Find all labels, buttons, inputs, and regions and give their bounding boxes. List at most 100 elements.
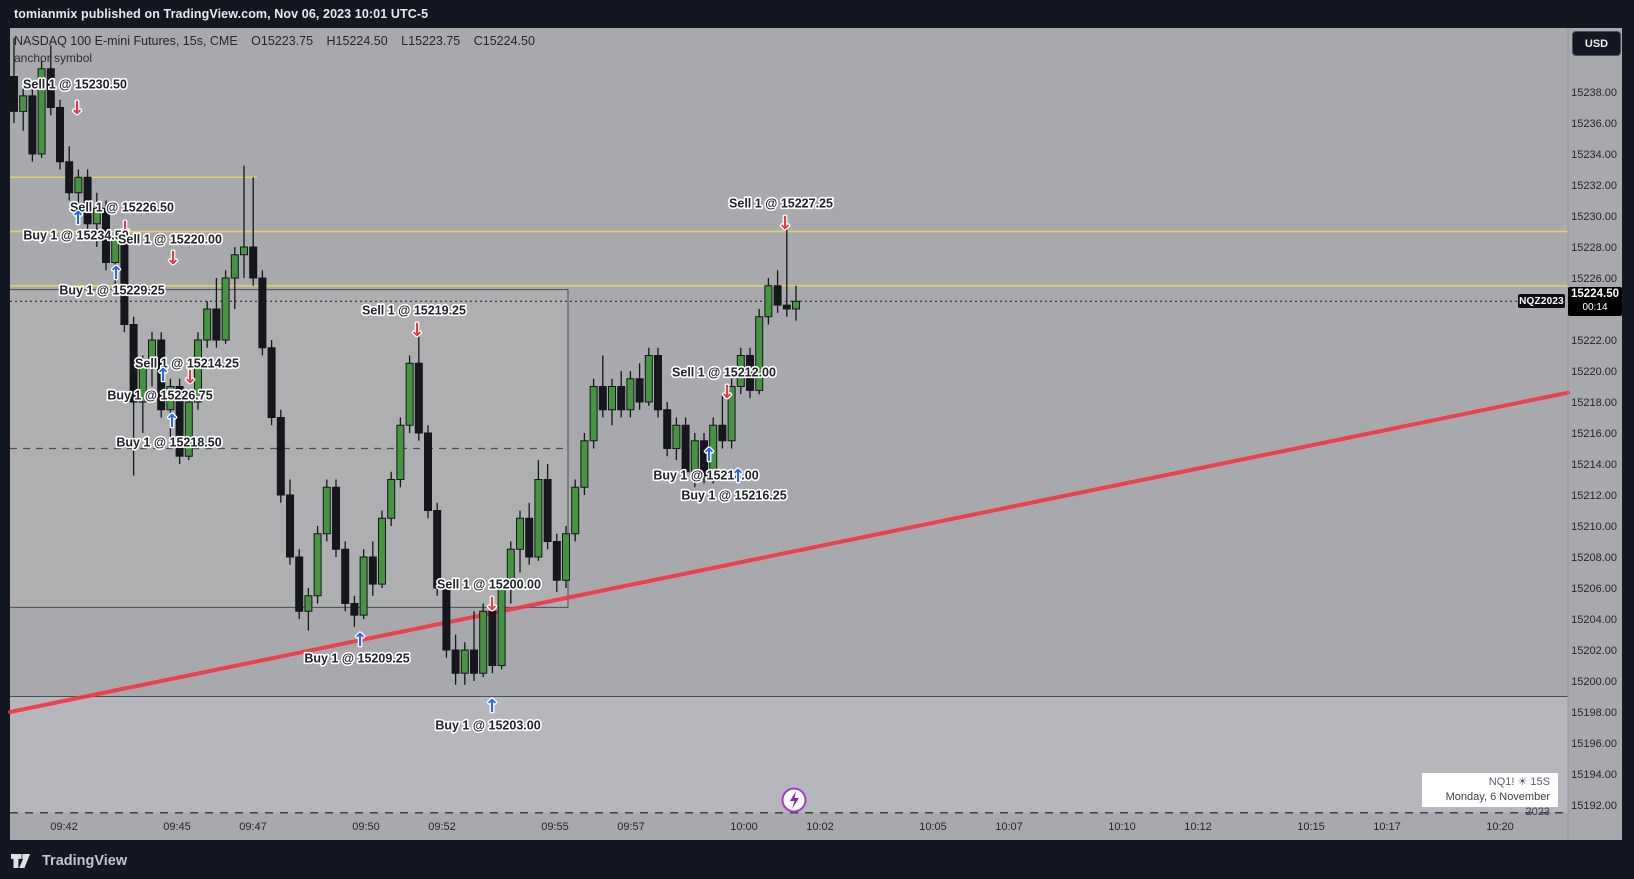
sell-marker[interactable]: ↓ Sell 1 @ 15212.00 bbox=[670, 364, 777, 404]
candle-body bbox=[608, 386, 616, 411]
candle bbox=[286, 479, 294, 565]
candle-body bbox=[203, 308, 212, 341]
candle-body bbox=[28, 95, 37, 155]
candle-body bbox=[414, 362, 423, 434]
sell-marker[interactable]: ↓ Sell 1 @ 15230.50 bbox=[21, 76, 128, 120]
candle-body bbox=[792, 300, 800, 310]
indicator-label[interactable]: anchor symbol bbox=[14, 51, 93, 65]
price-scale[interactable]: 15238.00 15236.00 15234.00 15232.00 15230.00… bbox=[1571, 87, 1617, 812]
candle bbox=[451, 634, 460, 685]
sell-arrow-icon: ↓ bbox=[69, 98, 84, 119]
candle bbox=[562, 526, 570, 588]
sell-marker[interactable]: ↓Sell 1 @ 15220.00 bbox=[116, 231, 223, 270]
candle bbox=[709, 417, 718, 484]
buy-marker[interactable]: ↑Buy 1 @ 15234.50 bbox=[22, 207, 131, 244]
time-scale[interactable]: 09:42 09:45 09:47 09:50 09:52 09:55 09:57 10:00… bbox=[50, 821, 1514, 833]
candle bbox=[654, 347, 662, 418]
candle-body bbox=[221, 277, 230, 341]
buy-marker[interactable]: ↑Buy 1 @ 15218.00 bbox=[652, 444, 761, 484]
candle-body bbox=[212, 308, 221, 341]
sell-marker[interactable]: ↓ Sell 1 @ 15227.25 bbox=[727, 195, 834, 235]
price-tick-label: 15208.00 bbox=[1571, 552, 1617, 564]
buy-marker[interactable]: ↑ Buy 1 @ 15216.25 bbox=[680, 465, 789, 504]
chart-legend[interactable]: NASDAQ 100 E-mini Futures, 15s, CME O152… bbox=[14, 33, 545, 67]
price-tick-label: 15210.00 bbox=[1571, 521, 1617, 533]
sell-marker[interactable]: ↓ Sell 1 @ 15219.25 bbox=[360, 302, 467, 342]
candle-body bbox=[562, 533, 570, 581]
candle-body bbox=[276, 417, 285, 496]
candle bbox=[497, 580, 506, 670]
range-box[interactable] bbox=[10, 289, 569, 608]
candle bbox=[782, 227, 791, 317]
candle-body bbox=[736, 355, 745, 387]
price-tick-label: 15236.00 bbox=[1571, 118, 1617, 130]
candle bbox=[580, 433, 589, 495]
candle bbox=[589, 378, 598, 449]
time-tick-label: 10:12 bbox=[1184, 821, 1212, 833]
currency-toggle-button[interactable]: USD bbox=[1572, 31, 1621, 56]
candle bbox=[102, 200, 110, 271]
buy-marker[interactable]: ↑Buy 1 @ 15209.25 bbox=[303, 629, 412, 667]
symbol-price-tag[interactable]: NQZ2023 bbox=[1518, 294, 1565, 308]
buy-marker[interactable]: ↑ Buy 1 @ 15203.00 bbox=[434, 695, 543, 734]
trade-marker-label: Sell 1 @ 15227.25 bbox=[729, 197, 833, 211]
trade-marker-label: Buy 1 @ 15218.50 bbox=[116, 436, 221, 450]
price-tick-label: 15212.00 bbox=[1571, 490, 1617, 502]
candle-body bbox=[543, 479, 552, 542]
candle-body bbox=[690, 440, 699, 473]
candle bbox=[543, 464, 552, 550]
time-tick-label: 10:15 bbox=[1297, 821, 1325, 833]
candle bbox=[433, 502, 442, 596]
candle bbox=[267, 340, 276, 426]
candle bbox=[552, 533, 561, 592]
trade-marker-label: Buy 1 @ 15234.50 bbox=[23, 229, 128, 243]
candle-body bbox=[433, 510, 442, 589]
candle-body bbox=[654, 355, 662, 411]
candle-body bbox=[488, 610, 497, 666]
candle-body bbox=[746, 355, 754, 391]
tooltip-symbol-interval: NQ1! ☀ 15S bbox=[1488, 776, 1550, 788]
candle-body bbox=[350, 603, 359, 616]
candle-body bbox=[267, 347, 276, 418]
flash-icon[interactable] bbox=[781, 787, 807, 813]
candle-body bbox=[120, 238, 129, 325]
candle bbox=[368, 541, 377, 596]
candle bbox=[506, 541, 515, 604]
candle-body bbox=[516, 517, 524, 550]
candle-body bbox=[470, 649, 478, 674]
candle-body bbox=[19, 95, 28, 112]
candle bbox=[74, 169, 83, 224]
buy-arrow-icon: ↑ bbox=[164, 411, 179, 432]
symbol-title[interactable]: NASDAQ 100 E-mini Futures, 15s, CME bbox=[14, 34, 238, 48]
candle-body bbox=[396, 424, 405, 480]
time-tick-label: 09:42 bbox=[50, 821, 78, 833]
buy-marker[interactable]: ↑ Buy 1 @ 15218.50 bbox=[115, 410, 224, 451]
candle-body bbox=[709, 424, 718, 477]
trend-line[interactable] bbox=[8, 390, 1570, 714]
candle bbox=[111, 231, 120, 294]
trade-marker-label: Sell 1 @ 15230.50 bbox=[23, 78, 127, 92]
tradingview-brand[interactable]: TradingView bbox=[11, 853, 127, 869]
sell-marker[interactable]: ↓ Sell 1 @ 15200.00 bbox=[435, 576, 542, 616]
buy-marker[interactable]: ↑ Buy 1 @ 15226.75 bbox=[106, 364, 215, 404]
sell-arrow-icon: ↓ bbox=[484, 594, 499, 615]
trade-marker-label: Sell 1 @ 15200.00 bbox=[437, 578, 541, 592]
sell-marker[interactable]: ↓Sell 1 @ 15214.25 bbox=[133, 355, 240, 389]
buy-marker[interactable]: ↑Buy 1 @ 15229.25 bbox=[58, 262, 167, 299]
price-tick-label: 15206.00 bbox=[1571, 583, 1617, 595]
candle bbox=[690, 433, 699, 488]
candle bbox=[332, 479, 340, 557]
tooltip-date: Monday, 6 November 2023 bbox=[1445, 791, 1550, 818]
price-tick-label: 15220.00 bbox=[1571, 366, 1617, 378]
time-tick-label: 09:45 bbox=[163, 821, 191, 833]
last-price-label[interactable]: 15224.50 00:14 bbox=[1568, 287, 1622, 316]
last-price-value: 15224.50 bbox=[1571, 288, 1619, 300]
footer-bar: TradingView bbox=[0, 840, 1634, 879]
candle-body bbox=[571, 486, 580, 535]
sell-marker[interactable]: ↓ Sell 1 @ 15226.50 bbox=[68, 199, 175, 240]
candle-body bbox=[368, 556, 377, 585]
candle-body bbox=[479, 610, 488, 674]
candle bbox=[276, 409, 285, 503]
price-tick-label: 15218.00 bbox=[1571, 397, 1617, 409]
